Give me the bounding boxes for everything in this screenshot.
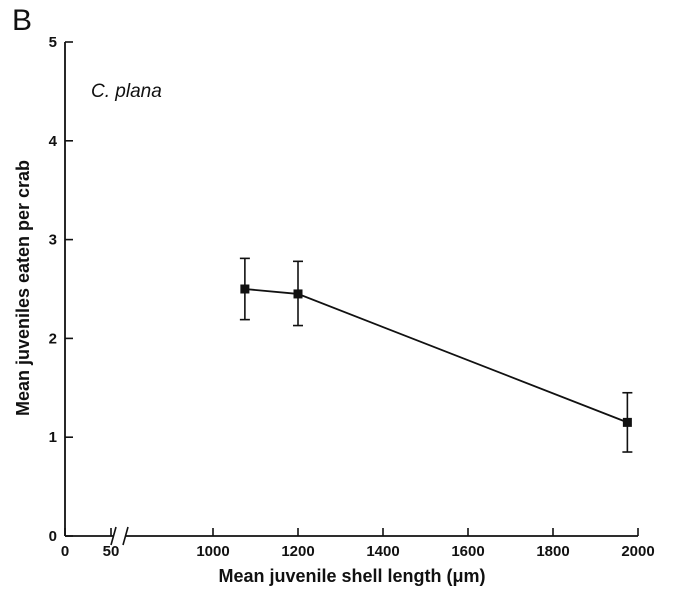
species-annotation: C. plana bbox=[91, 81, 162, 102]
x-axis-title: Mean juvenile shell length (μm) bbox=[218, 566, 485, 586]
x-tick-label: 1200 bbox=[281, 543, 314, 560]
x-tick-label: 50 bbox=[103, 543, 120, 560]
x-tick-label: 1000 bbox=[196, 543, 229, 560]
y-tick-label: 4 bbox=[49, 133, 58, 150]
series-layer bbox=[239, 257, 633, 453]
x-tick-label: 1400 bbox=[366, 543, 399, 560]
data-point-square bbox=[622, 417, 632, 427]
axes-group: 0 1 2 3 4 5 0 50 1000 1200 1400 1600 1800 2000 bbox=[49, 34, 655, 560]
y-axis-ticks: 0 1 2 3 4 5 bbox=[49, 34, 73, 545]
series-line bbox=[244, 288, 628, 424]
axis-break-slash-right bbox=[122, 526, 129, 546]
y-tick-label: 2 bbox=[49, 330, 57, 347]
y-tick-label: 3 bbox=[49, 232, 57, 249]
x-tick-label: 0 bbox=[61, 543, 69, 560]
data-point-square bbox=[293, 289, 303, 299]
x-axis-break-mark bbox=[110, 526, 129, 546]
y-tick-label: 1 bbox=[49, 429, 57, 446]
x-tick-label: 2000 bbox=[621, 543, 654, 560]
panel-label: B bbox=[12, 4, 32, 37]
y-tick-label: 0 bbox=[49, 528, 57, 545]
x-axis-ticks: 0 50 1000 1200 1400 1600 1800 2000 bbox=[61, 528, 655, 560]
x-tick-label: 1800 bbox=[536, 543, 569, 560]
x-tick-label: 1600 bbox=[451, 543, 484, 560]
data-point-square bbox=[240, 284, 250, 294]
axis-break-slash-left bbox=[110, 526, 117, 546]
y-axis-title: Mean juveniles eaten per crab bbox=[13, 160, 33, 416]
y-tick-label: 5 bbox=[49, 34, 57, 51]
